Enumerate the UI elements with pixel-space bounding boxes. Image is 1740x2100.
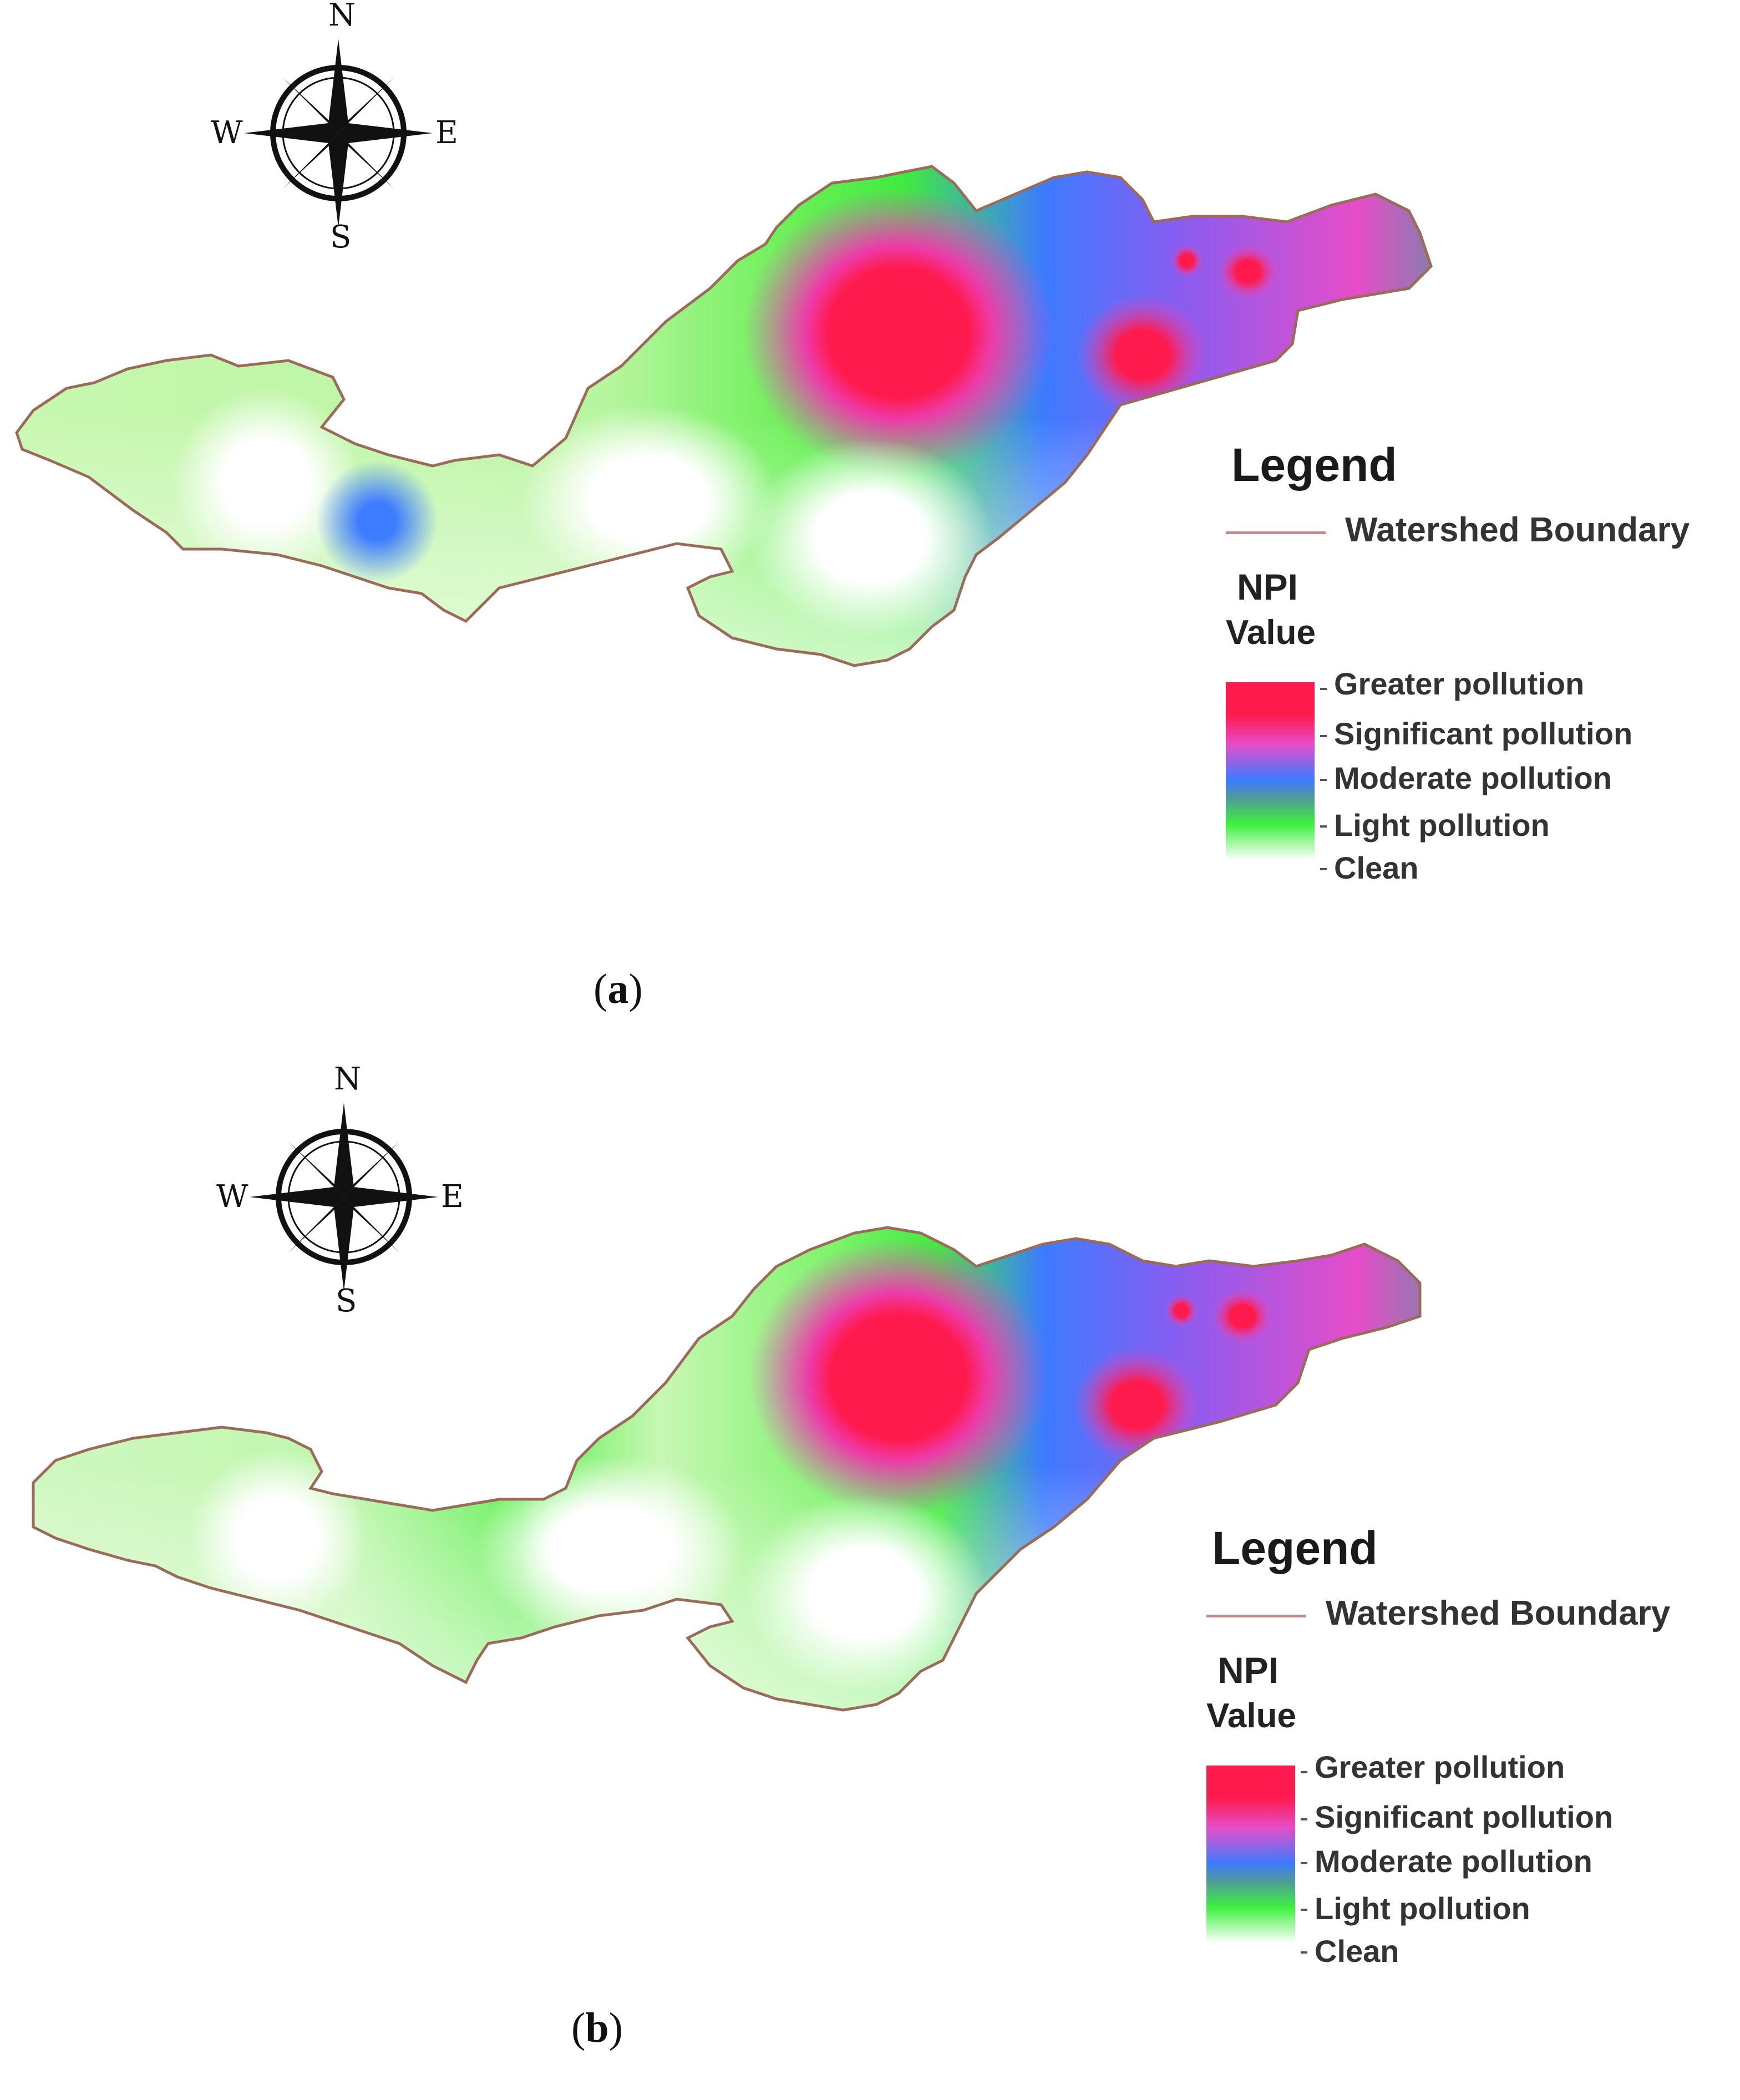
legend-class-light: Light pollution (1315, 1891, 1530, 1926)
compass-east-label: E (441, 1179, 464, 1215)
legend-title: Legend (1212, 1522, 1378, 1574)
legend-class-greater: Greater pollution (1315, 1749, 1565, 1784)
legend-class-significant: Significant pollution (1334, 716, 1633, 751)
map-panel-a: N S E W Legend Watershed Boundary NPI Va… (15, 0, 1725, 1012)
value-label: Value (1206, 1697, 1296, 1735)
legend-title: Legend (1231, 439, 1397, 491)
legend-class-clean: Clean (1334, 850, 1419, 885)
legend-b: Legend Watershed Boundary NPI Value Grea… (1206, 1516, 1706, 1987)
hotspot-greater-b2 (1073, 1347, 1201, 1463)
legend-class-greater: Greater pollution (1334, 666, 1585, 701)
boundary-label: Watershed Boundary (1326, 1594, 1671, 1632)
panel-caption-b: (b) (571, 2005, 623, 2051)
compass-west-label: W (211, 115, 243, 151)
legend-class-clean: Clean (1315, 1934, 1399, 1969)
compass-south-label: S (330, 219, 352, 255)
legend-class-significant: Significant pollution (1315, 1799, 1614, 1834)
hotspot-greater-b3 (1212, 1289, 1273, 1344)
npi-map-b (32, 1226, 1422, 1712)
boundary-line-symbol (1206, 1615, 1306, 1617)
compass-rose-icon: N S E W (211, 0, 458, 253)
boundary-line-symbol (1226, 531, 1326, 534)
watershed-boundary-b (32, 1226, 1422, 1712)
watershed-boundary-a (15, 165, 1433, 667)
compass-north-label: N (334, 1061, 361, 1097)
hotspot-greater-a1 (743, 189, 1054, 477)
npi-map-a (15, 165, 1433, 667)
npi-label: NPI (1237, 566, 1298, 607)
hotspot-greater-a2 (1076, 294, 1209, 416)
boundary-label: Watershed Boundary (1345, 511, 1690, 549)
npi-color-ramp (1226, 682, 1315, 860)
legend-class-moderate: Moderate pollution (1315, 1844, 1592, 1879)
compass-west-label: W (216, 1179, 248, 1215)
hotspot-greater-a3 (1218, 244, 1279, 300)
value-label: Value (1226, 613, 1316, 652)
compass-north-label: N (328, 0, 356, 33)
npi-label: NPI (1218, 1650, 1279, 1691)
legend-class-moderate: Moderate pollution (1334, 760, 1612, 795)
hotspot-greater-b1 (749, 1239, 1048, 1516)
compass-rose-icon: N S E W (216, 1064, 464, 1317)
npi-color-ramp (1206, 1766, 1295, 1943)
legend-class-light: Light pollution (1334, 808, 1550, 843)
map-panel-b: N S E W Legend Watershed Boundary NPI Va… (0, 1050, 1740, 2100)
compass-south-label: S (336, 1283, 357, 1319)
legend-a: Legend Watershed Boundary NPI Value (1226, 433, 1725, 904)
panel-caption-a: (a) (593, 966, 643, 1012)
compass-east-label: E (435, 115, 458, 151)
